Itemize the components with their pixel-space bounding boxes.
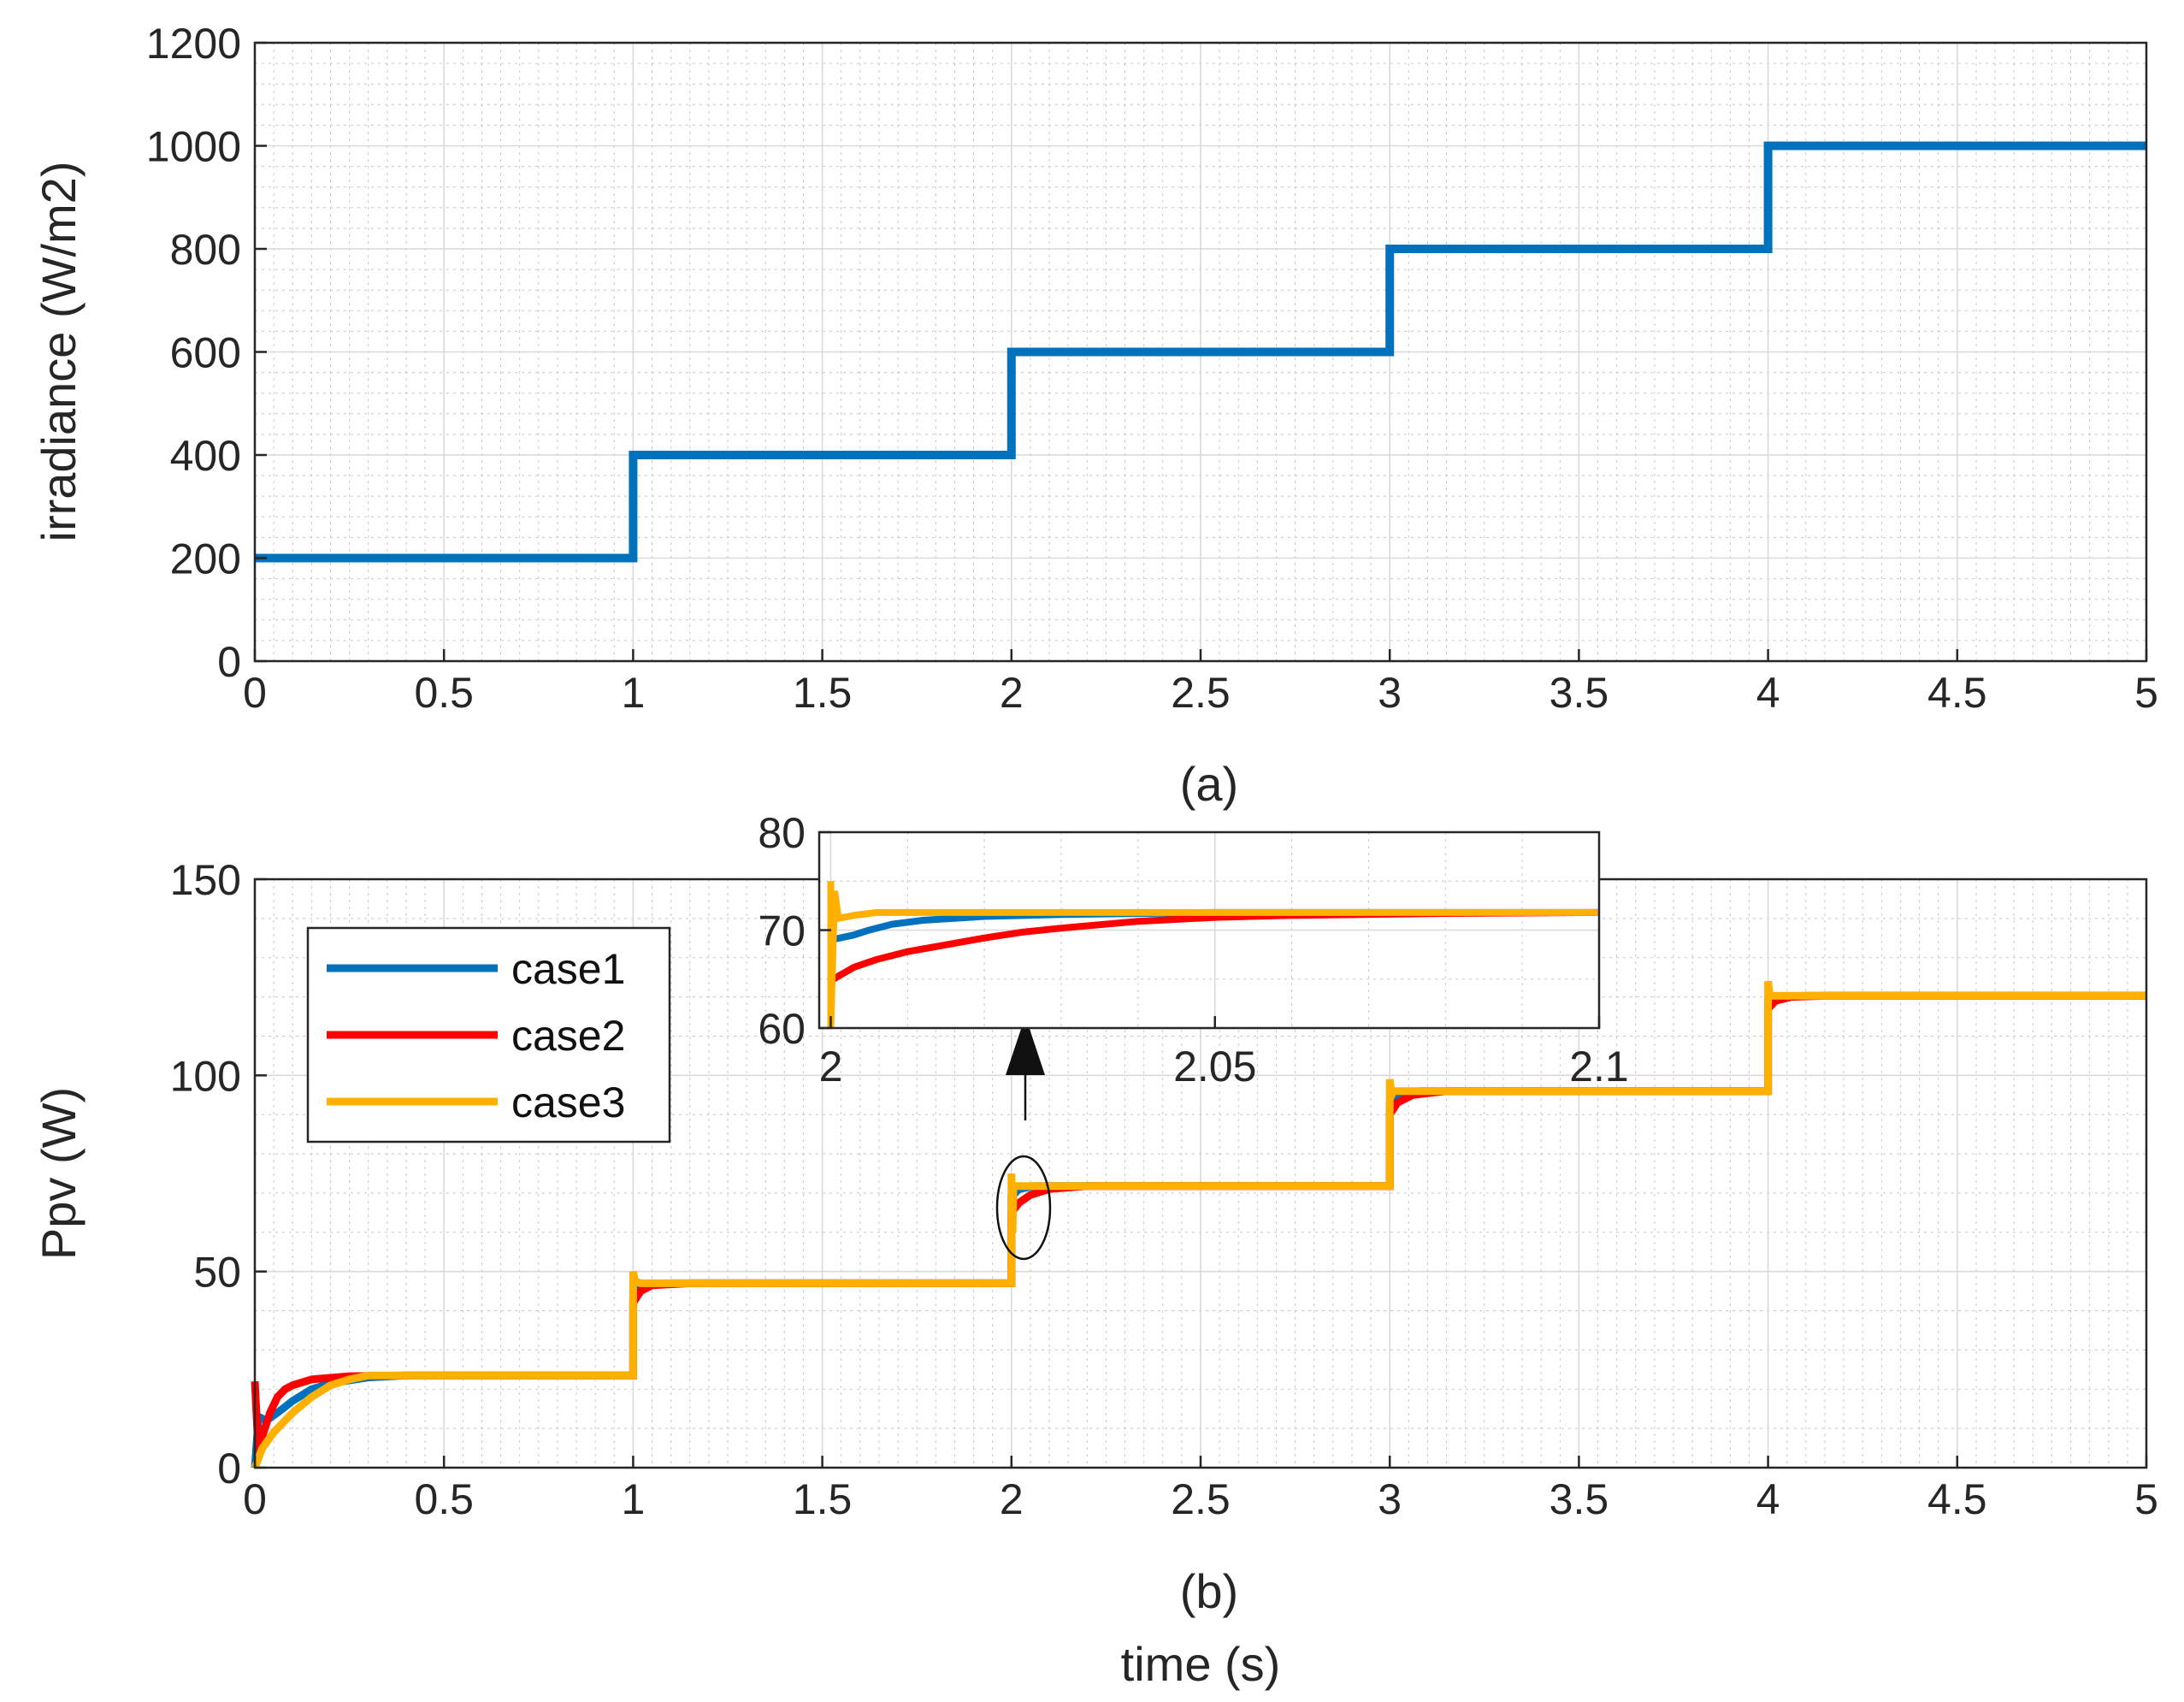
panel-a-xtick-label: 0.5 [414, 669, 474, 717]
panel-a-chart: 0 0.5 1 1.5 2 2.5 3 3.5 4 4.5 5 0 200 400 600 800 1000 12… [32, 20, 2158, 811]
panel-b-xtick-label: 5 [2134, 1475, 2158, 1523]
inset-chart: 2 2.05 2.1 60 70 80 [758, 809, 1628, 1090]
panel-a-ytick-label: 800 [170, 226, 241, 274]
panel-b-series [251, 980, 2146, 1469]
panel-a-ytick-label: 600 [170, 329, 241, 377]
panel-b-xtick-label: 4.5 [1927, 1475, 1987, 1523]
panel-b-ytick-label: 100 [170, 1052, 241, 1100]
panel-a-xtick-label: 3 [1378, 669, 1402, 717]
legend-label-case2: case2 [511, 1012, 625, 1060]
inset-xtick-label: 2.1 [1569, 1043, 1629, 1090]
panel-a-xtick-label: 1.5 [793, 669, 853, 717]
panel-a-xtick-label: 4.5 [1927, 669, 1987, 717]
panel-b-xtick-label: 0 [243, 1475, 267, 1523]
inset-ytick-label: 70 [758, 907, 806, 955]
inset-ytick-label: 60 [758, 1005, 806, 1053]
panel-a-ylabel: irradiance (W/m2) [32, 162, 86, 542]
panel-b-xtick-label: 1 [621, 1475, 645, 1523]
panel-a-xtick-label: 4 [1756, 669, 1780, 717]
legend-label-case1: case1 [511, 945, 625, 993]
panel-b-xlabel: time (s) [1121, 1637, 1281, 1691]
panel-a-ytick-label: 400 [170, 432, 241, 480]
panel-a-caption: (a) [1180, 757, 1238, 811]
inset-ticks: 2 2.05 2.1 60 70 80 [758, 809, 1628, 1090]
panel-b-caption: (b) [1180, 1564, 1238, 1618]
panel-b-ylabel: Ppv (W) [32, 1087, 86, 1260]
zoom-arrow-head [1006, 1016, 1045, 1075]
panel-a-xtick-label: 2 [1000, 669, 1024, 717]
zoom-ellipse [995, 1155, 1052, 1261]
inset-xtick-label: 2.05 [1173, 1043, 1256, 1090]
panel-b-xtick-label: 2.5 [1171, 1475, 1231, 1523]
panel-b-xtick-label: 3.5 [1549, 1475, 1609, 1523]
panel-b-xtick-label: 0.5 [414, 1475, 474, 1523]
panel-a-xtick-label: 1 [621, 669, 645, 717]
panel-a-xtick-label: 2.5 [1171, 669, 1231, 717]
panel-b-ytick-label: 50 [193, 1249, 241, 1297]
panel-a-series-irradiance [255, 141, 2146, 563]
legend-label-case3: case3 [511, 1079, 625, 1126]
inset-ytick-label: 80 [758, 809, 806, 857]
panel-a-xtick-label: 3.5 [1549, 669, 1609, 717]
panel-b-xtick-label: 1.5 [793, 1475, 853, 1523]
inset-xtick-label: 2 [819, 1043, 843, 1090]
panel-b-ytick-label: 150 [170, 856, 241, 904]
panel-a-ytick-label: 1000 [146, 123, 241, 171]
panel-a-ytick-label: 1200 [146, 20, 241, 68]
panel-a-series [255, 141, 2146, 563]
panel-b-xtick-label: 3 [1378, 1475, 1402, 1523]
panel-b-xtick-label: 2 [1000, 1475, 1024, 1523]
panel-a-ticks: 0 0.5 1 1.5 2 2.5 3 3.5 4 4.5 5 0 200 400 600 800 1000 12… [146, 20, 2158, 717]
legend: case1 case2 case3 [306, 926, 671, 1144]
panel-a-ytick-label: 0 [217, 638, 241, 686]
panel-b-series-case3 [251, 980, 2146, 1469]
panel-a-xtick-label: 5 [2134, 669, 2158, 717]
panel-b-xtick-label: 4 [1756, 1475, 1780, 1523]
panel-b-ytick-label: 0 [217, 1445, 241, 1492]
panel-a-xtick-label: 0 [243, 669, 267, 717]
panel-a-ytick-label: 200 [170, 535, 241, 583]
